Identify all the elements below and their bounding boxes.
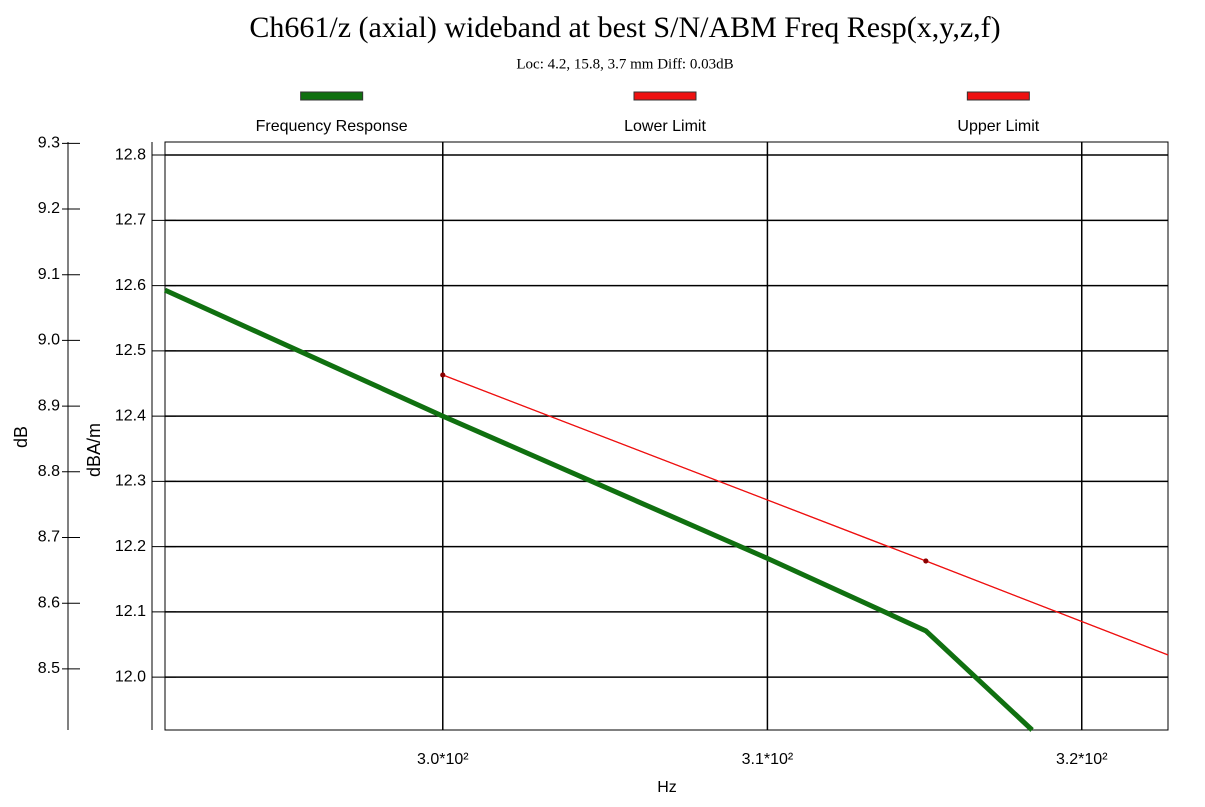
y2-tick-label: 9.1	[38, 266, 60, 283]
y-tick-label: 12.7	[115, 212, 146, 229]
legend-swatch	[300, 91, 364, 101]
x-tick-label: 3.0*10²	[417, 751, 469, 768]
legend-label: Lower Limit	[624, 118, 706, 135]
y2-tick-label: 8.7	[38, 529, 60, 546]
y2-tick-label: 8.9	[38, 397, 60, 414]
data-point	[440, 372, 446, 378]
y-tick-label: 12.8	[115, 146, 146, 163]
legend-swatch	[633, 91, 697, 101]
y2-tick-label: 8.5	[38, 660, 60, 677]
y-tick-label: 12.3	[115, 473, 146, 490]
y2-tick-label: 9.3	[38, 135, 60, 152]
data-point	[923, 558, 929, 564]
y-tick-label: 12.5	[115, 342, 146, 359]
y-tick-label: 12.2	[115, 538, 146, 555]
chart-title: Ch661/z (axial) wideband at best S/N/ABM…	[249, 11, 1000, 44]
y2-axis-label: dB	[11, 426, 31, 448]
y-tick-label: 12.1	[115, 603, 146, 620]
y2-tick-label: 9.0	[38, 332, 60, 349]
legend-label: Upper Limit	[957, 118, 1039, 135]
y-tick-label: 12.4	[115, 407, 146, 424]
y-axis-label: dBA/m	[84, 423, 104, 477]
legend-swatch	[966, 91, 1030, 101]
x-tick-label: 3.2*10²	[1056, 751, 1108, 768]
data-line	[442, 374, 1169, 656]
x-tick-label: 3.1*10²	[742, 751, 794, 768]
legend-label: Frequency Response	[256, 118, 408, 135]
y2-tick-label: 9.2	[38, 200, 60, 217]
y-tick-label: 12.0	[115, 668, 146, 685]
chart-subtitle: Loc: 4.2, 15.8, 3.7 mm Diff: 0.03dB	[516, 56, 733, 72]
plot-frame	[164, 141, 1169, 731]
x-axis-label: Hz	[657, 779, 677, 796]
y2-tick-label: 8.6	[38, 594, 60, 611]
y2-tick-label: 8.8	[38, 463, 60, 480]
y-tick-label: 12.6	[115, 277, 146, 294]
data-line	[163, 287, 1034, 732]
